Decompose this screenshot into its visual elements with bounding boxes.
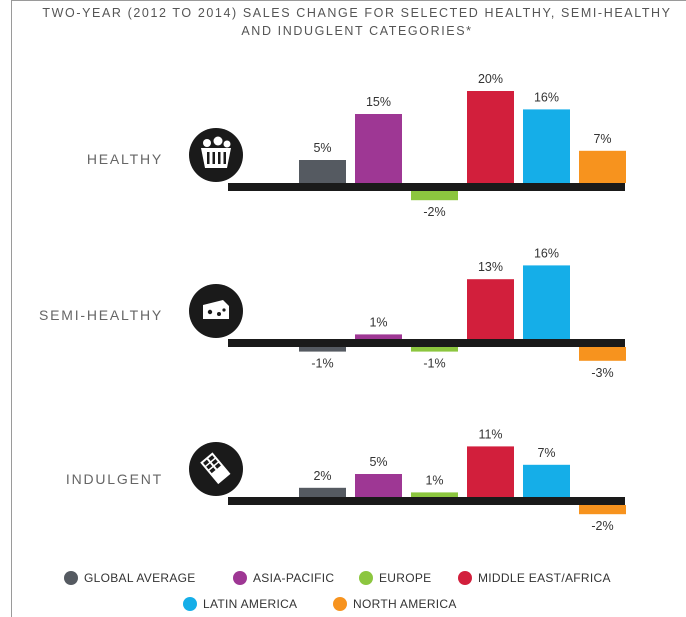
legend-label: MIDDLE EAST/AFRICA: [478, 571, 611, 585]
data-label-healthy-latin-america: 16%: [534, 90, 559, 104]
bar-indulgent-latin-america: [523, 464, 570, 497]
frame-top-border: [11, 0, 686, 1]
basket-fruit-3: [223, 140, 231, 148]
bar-semi-healthy-europe: [411, 347, 458, 352]
bar-semi-healthy-asia-pacific: [355, 334, 402, 339]
bar-healthy-global-average: [299, 160, 346, 183]
chocolate-square: [203, 459, 210, 466]
frame-left-border: [11, 0, 12, 617]
chocolate-square: [211, 459, 218, 465]
chocolate-square: [214, 462, 221, 469]
data-label-semi-healthy-north-america: -3%: [591, 366, 613, 380]
group-semi-healthy: SEMI-HEALTHY -1% 1% -1% 13% 16% -3%: [39, 246, 626, 380]
legend-swatch: [233, 571, 247, 585]
bar-semi-healthy-middle-east-africa: [467, 279, 514, 339]
legend-label: EUROPE: [379, 571, 432, 585]
cheese-wedge: [203, 300, 229, 319]
legend-swatch: [183, 597, 197, 611]
chocolate-bar-shape: [200, 452, 231, 485]
chocolate-square: [209, 467, 216, 474]
group-indulgent: INDULGENT 2% 5% 1% 11% 7% -2%: [66, 427, 626, 533]
legend-swatch: [359, 571, 373, 585]
bar-healthy-europe: [411, 191, 458, 201]
data-label-indulgent-europe: 1%: [425, 473, 443, 487]
data-label-indulgent-latin-america: 7%: [537, 446, 555, 460]
bar-healthy-middle-east-africa: [467, 91, 514, 183]
legend-swatch: [333, 597, 347, 611]
basket-slot: [223, 152, 226, 164]
chocolate-square: [208, 455, 215, 462]
legend-label: ASIA-PACIFIC: [253, 571, 335, 585]
axis-baseline: [228, 339, 625, 347]
basket-fruit-2: [213, 136, 223, 146]
group-healthy: HEALTHY 5% 15% -2% 20% 16% 7%: [87, 72, 626, 219]
data-label-semi-healthy-asia-pacific: 1%: [369, 315, 387, 329]
chocolate-bar-icon-glyph: [200, 452, 231, 485]
category-label-semi-healthy: SEMI-HEALTHY: [39, 307, 163, 323]
cheese-hole: [207, 309, 213, 315]
bar-indulgent-asia-pacific: [355, 474, 402, 497]
legend-label: GLOBAL AVERAGE: [84, 571, 196, 585]
legend-swatch: [64, 571, 78, 585]
legend-item-global-average: GLOBAL AVERAGE: [64, 571, 196, 585]
bar-semi-healthy-north-america: [579, 347, 626, 361]
axis-baseline: [228, 497, 625, 505]
legend-item-north-america: NORTH AMERICA: [333, 597, 457, 611]
basket-fruit-1: [203, 139, 211, 147]
data-label-indulgent-middle-east-africa: 11%: [478, 427, 502, 441]
bar-semi-healthy-latin-america: [523, 265, 570, 339]
legend-label: LATIN AMERICA: [203, 597, 298, 611]
data-label-semi-healthy-middle-east-africa: 13%: [478, 260, 503, 274]
cheese-hole: [222, 308, 226, 312]
chart-title: TWO-YEAR (2012 TO 2014) SALES CHANGE FOR…: [12, 4, 686, 40]
legend-label: NORTH AMERICA: [353, 597, 457, 611]
legend-item-europe: EUROPE: [359, 571, 431, 585]
category-label-healthy: HEALTHY: [87, 151, 163, 167]
data-label-semi-healthy-europe: -1%: [423, 357, 445, 371]
basket-icon-glyph: [201, 136, 231, 168]
basket-slot: [218, 152, 221, 164]
data-label-healthy-asia-pacific: 15%: [366, 95, 391, 109]
data-label-healthy-north-america: 7%: [593, 132, 611, 146]
legend-item-asia-pacific: ASIA-PACIFIC: [233, 571, 334, 585]
cheese-hole: [217, 312, 221, 316]
basket-body: [201, 148, 231, 168]
data-label-healthy-europe: -2%: [423, 205, 445, 219]
data-label-indulgent-asia-pacific: 5%: [369, 455, 387, 469]
data-label-indulgent-global-average: 2%: [313, 469, 331, 483]
basket-slot: [212, 152, 215, 164]
category-label-indulgent: INDULGENT: [66, 471, 163, 487]
data-label-semi-healthy-latin-america: 16%: [534, 246, 559, 260]
bar-indulgent-europe: [411, 492, 458, 497]
axis-baseline: [228, 183, 625, 191]
chocolate-wrapper: [200, 452, 231, 485]
data-label-healthy-global-average: 5%: [313, 141, 331, 155]
chart-title-line-1: TWO-YEAR (2012 TO 2014) SALES CHANGE FOR…: [42, 6, 672, 20]
data-label-semi-healthy-global-average: -1%: [311, 357, 333, 371]
data-label-healthy-middle-east-africa: 20%: [478, 72, 503, 86]
bar-healthy-latin-america: [523, 109, 570, 183]
legend-item-latin-america: LATIN AMERICA: [183, 597, 297, 611]
bar-indulgent-global-average: [299, 487, 346, 497]
legend-swatch: [458, 571, 472, 585]
bar-indulgent-middle-east-africa: [467, 446, 514, 497]
basket-slot: [207, 152, 210, 164]
bar-indulgent-north-america: [579, 505, 626, 515]
chart-title-line-2: AND INDUGLENT CATEGORIES*: [241, 24, 473, 38]
bar-healthy-north-america: [579, 150, 626, 183]
chocolate-square: [206, 463, 213, 470]
bar-semi-healthy-global-average: [299, 347, 346, 352]
legend-item-middle-east-africa: MIDDLE EAST/AFRICA: [458, 571, 611, 585]
data-label-indulgent-north-america: -2%: [591, 519, 613, 533]
bar-healthy-asia-pacific: [355, 114, 402, 183]
cheese-icon-glyph: [203, 300, 229, 319]
